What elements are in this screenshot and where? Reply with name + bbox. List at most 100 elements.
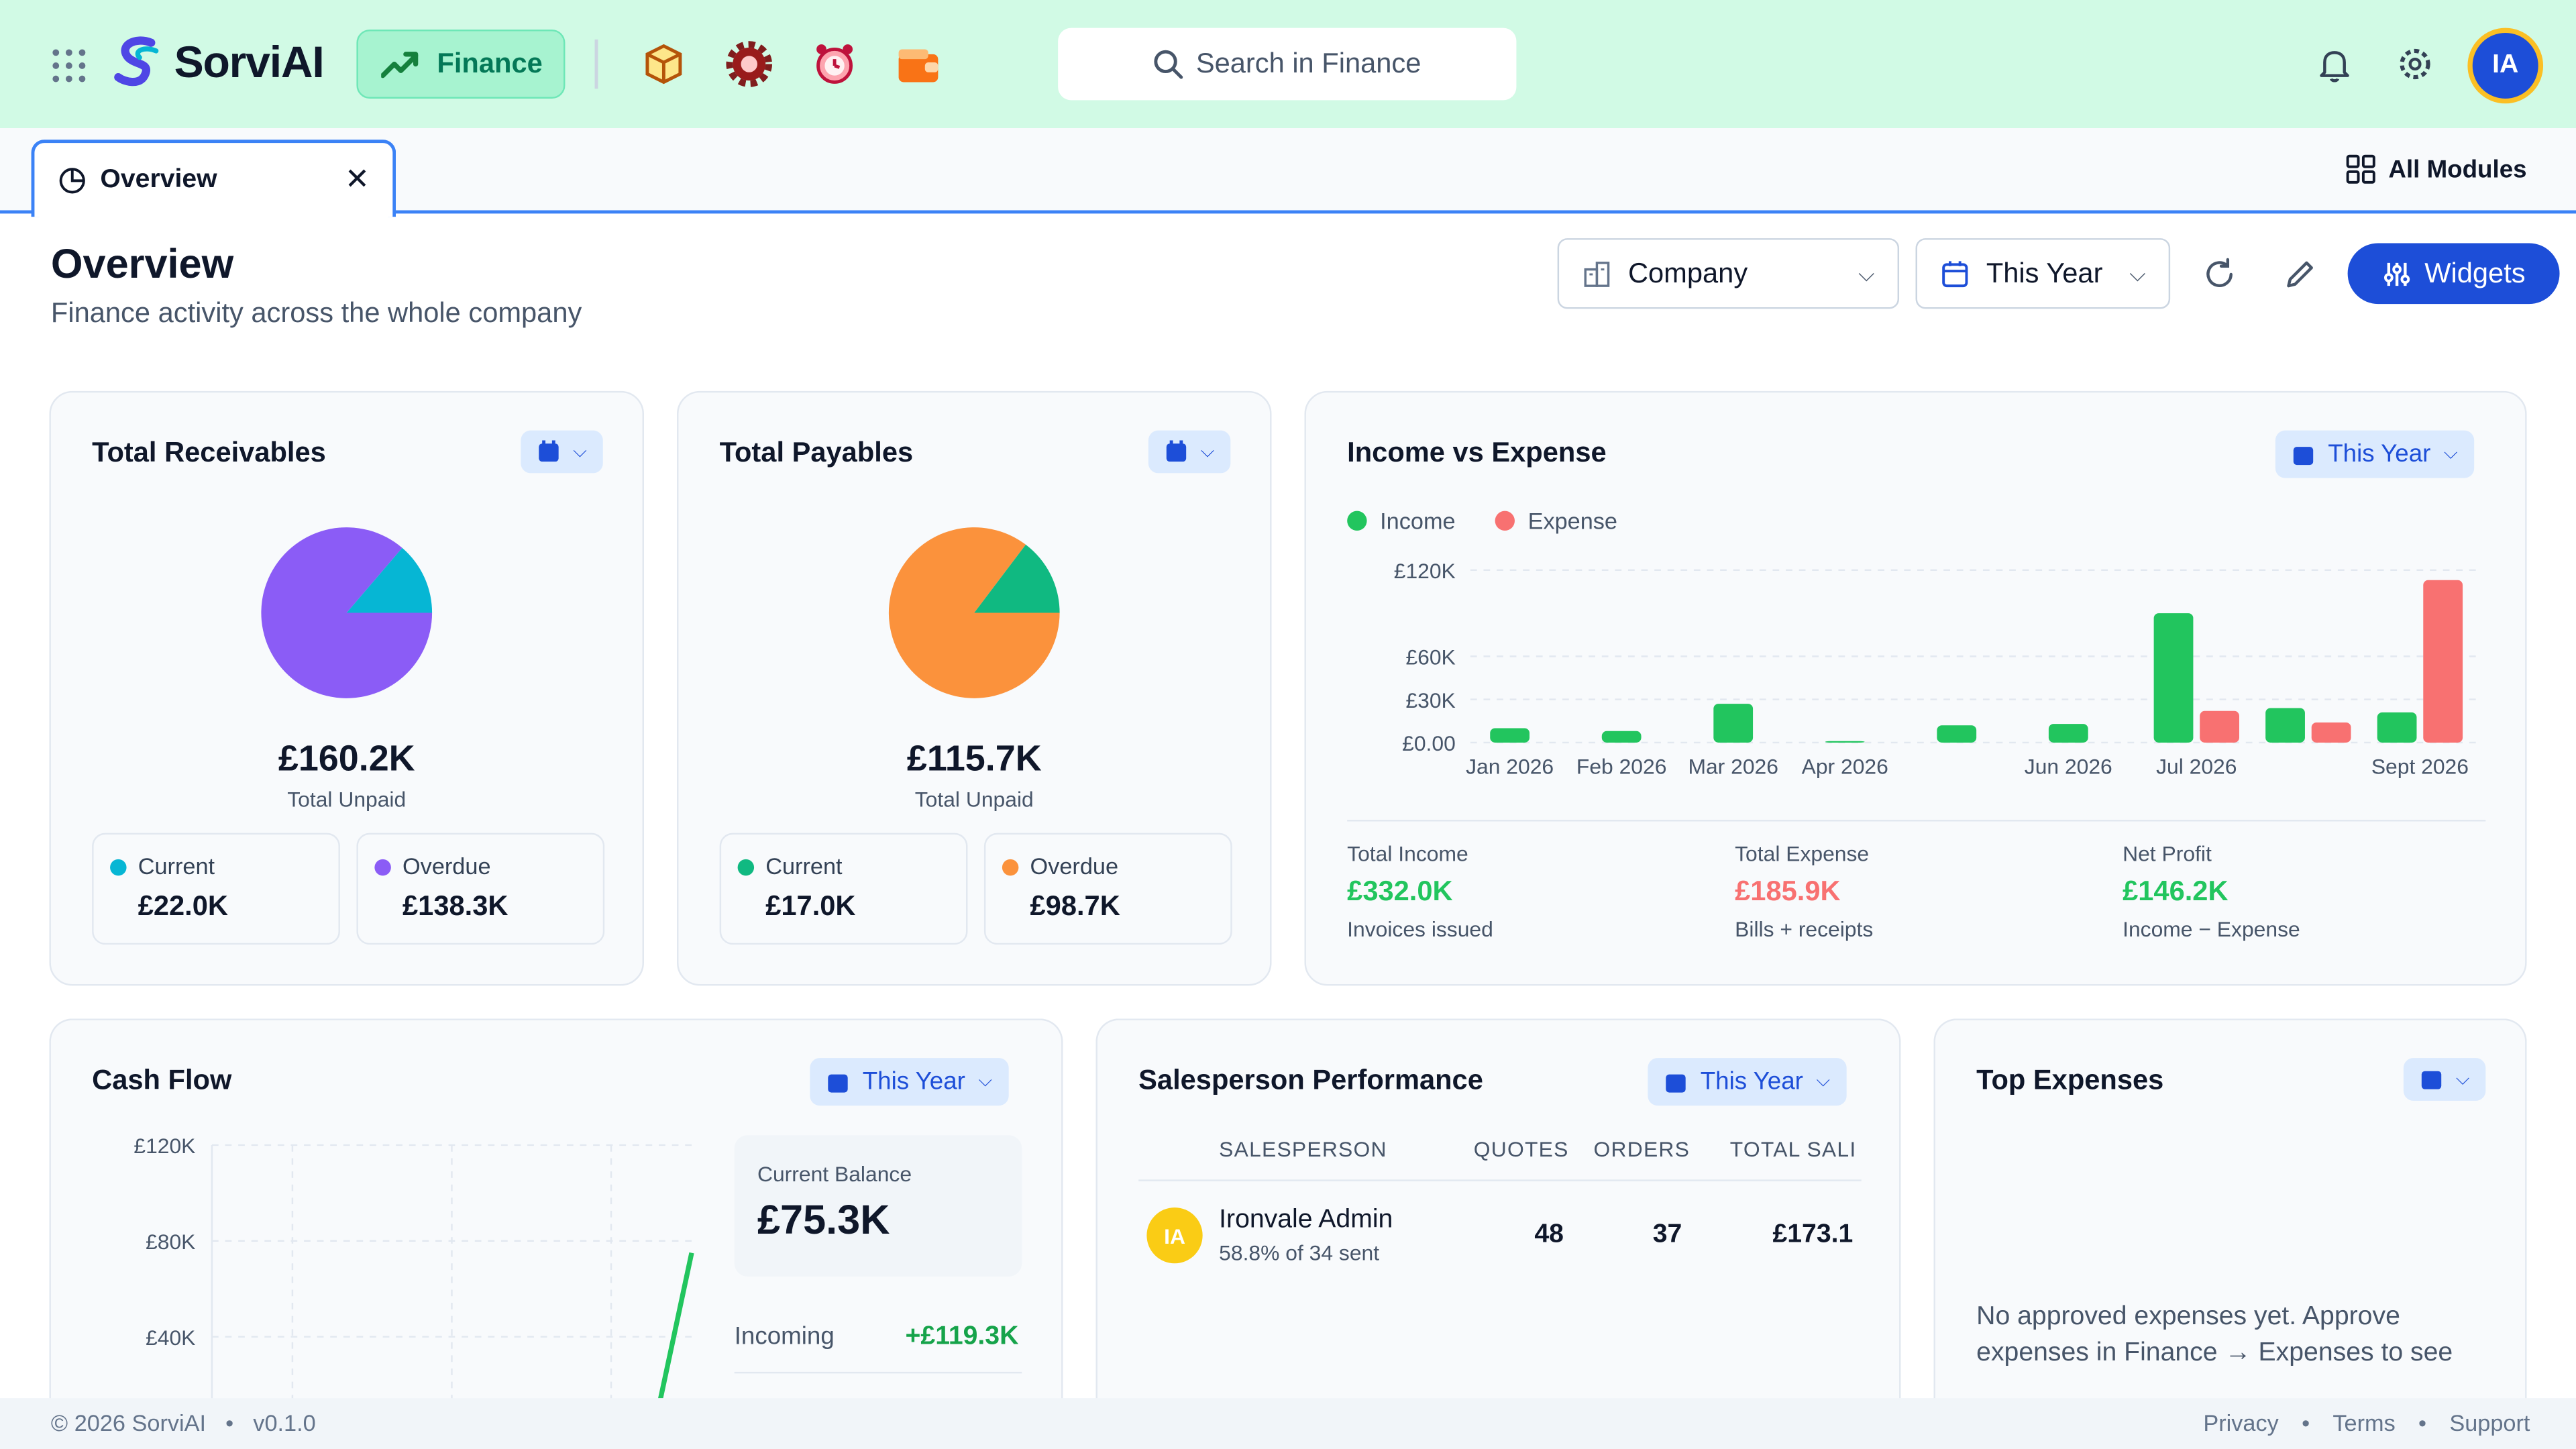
- total-expense-value: £185.9K: [1735, 875, 1841, 907]
- current-balance-box: Current Balance £75.3K: [734, 1135, 1022, 1277]
- card-title: Top Expenses: [1976, 1064, 2164, 1096]
- widgets-label: Widgets: [2424, 257, 2526, 288]
- page-subtitle: Finance activity across the whole compan…: [50, 297, 582, 329]
- chevron-down-icon: ⌵: [1816, 1071, 1830, 1091]
- bell-icon[interactable]: [2315, 44, 2355, 84]
- divider: [1138, 1179, 1862, 1181]
- current-dot: [110, 859, 127, 876]
- payables-period-dropdown[interactable]: ⌵: [1148, 430, 1231, 474]
- column-header-salesperson: SALESPERSON: [1219, 1136, 1387, 1162]
- card-title: Total Payables: [719, 437, 914, 468]
- current-balance-value: £75.3K: [757, 1197, 890, 1244]
- x-tick-label: Feb 2026: [1576, 754, 1667, 778]
- current-value: £17.0K: [765, 890, 856, 922]
- top-expenses-period-dropdown[interactable]: ⌵: [2403, 1058, 2486, 1101]
- period-label: This Year: [2328, 440, 2431, 468]
- calendar-icon: [1942, 260, 1968, 286]
- payables-card: Total Payables ⌵ £115.7K Total Unpaid Cu…: [676, 390, 1272, 986]
- pencil-icon[interactable]: [2282, 256, 2318, 292]
- overdue-dot: [1002, 859, 1019, 876]
- chevron-down-icon: ⌵: [1200, 441, 1215, 461]
- avatar: IA: [1146, 1208, 1203, 1264]
- card-title: Income vs Expense: [1347, 437, 1607, 468]
- logo-mark-icon: [114, 36, 159, 87]
- total-expense-label: Total Expense: [1735, 841, 1870, 866]
- overdue-value: £98.7K: [1030, 890, 1120, 922]
- pie-slice-overdue: [888, 527, 1060, 698]
- close-tab-icon[interactable]: ✕: [345, 162, 370, 196]
- bar-income: [1825, 741, 1865, 743]
- chevron-down-icon: ⌵: [2444, 443, 2458, 464]
- search-input[interactable]: Search in Finance: [1058, 28, 1517, 101]
- module-finance-button[interactable]: Finance: [356, 30, 566, 99]
- current-label: Current: [765, 853, 843, 879]
- divider: [594, 39, 598, 89]
- tab-label: Overview: [100, 165, 217, 193]
- app-name: SorviAI: [174, 37, 325, 87]
- cash-flow-line-chart: £40K £80K £120K: [133, 1134, 694, 1400]
- bar-income: [2265, 708, 2305, 743]
- empty-state-message: No approved expenses yet. Approve expens…: [1976, 1303, 2453, 1367]
- footer: © 2026 SorviAI • v0.1.0 Privacy • Terms …: [0, 1398, 2576, 1449]
- y-tick-label: £0.00: [1402, 731, 1456, 755]
- salesperson-name: Ironvale Admin: [1219, 1205, 1393, 1234]
- x-tick-label: Sept 2026: [2371, 754, 2469, 778]
- settings-gear-module-icon[interactable]: [724, 40, 773, 89]
- separator: •: [2418, 1409, 2427, 1436]
- card-title: Total Receivables: [92, 437, 326, 468]
- salesperson-sub: 58.8% of 34 sent: [1219, 1240, 1380, 1265]
- privacy-link[interactable]: Privacy: [2203, 1409, 2279, 1436]
- current-dot: [737, 859, 755, 876]
- bar-expense: [2423, 580, 2463, 743]
- net-profit-label: Net Profit: [2123, 841, 2212, 866]
- overdue-dot: [374, 859, 391, 876]
- gear-icon[interactable]: [2396, 44, 2435, 84]
- bar-income: [2377, 712, 2417, 743]
- logo[interactable]: SorviAI: [109, 33, 325, 92]
- chevron-down-icon: ⌵: [573, 441, 587, 461]
- receivables-period-dropdown[interactable]: ⌵: [521, 430, 603, 474]
- version: v0.1.0: [253, 1409, 316, 1436]
- total-sales-value: £173.1: [1772, 1220, 1854, 1249]
- cash-flow-period-dropdown[interactable]: This Year ⌵: [810, 1058, 1009, 1106]
- y-tick-label: £40K: [146, 1326, 195, 1350]
- period-select[interactable]: This Year ⌵: [1915, 238, 2171, 309]
- widgets-button[interactable]: Widgets: [2347, 243, 2560, 305]
- pie-slice-current: [346, 547, 433, 613]
- income-expense-period-dropdown[interactable]: This Year ⌵: [2275, 430, 2474, 478]
- y-tick-label: £80K: [146, 1230, 195, 1254]
- total-expense-sub: Bills + receipts: [1735, 916, 1874, 942]
- y-tick-label: £120K: [133, 1134, 195, 1158]
- x-tick-label: Jan 2026: [1466, 754, 1554, 778]
- overdue-value: £138.3K: [402, 890, 508, 922]
- app-launcher-icon[interactable]: [52, 49, 86, 83]
- salesperson-period-dropdown[interactable]: This Year ⌵: [1648, 1058, 1847, 1106]
- receivables-overdue-box: Overdue £138.3K: [356, 833, 605, 945]
- user-avatar[interactable]: IA: [2467, 28, 2544, 104]
- support-link[interactable]: Support: [2449, 1409, 2530, 1436]
- receivables-card: Total Receivables ⌵ £160.2K Total Unpaid…: [49, 390, 645, 986]
- salesperson-card: Salesperson Performance This Year ⌵ SALE…: [1095, 1018, 1901, 1413]
- tab-overview[interactable]: Overview ✕: [31, 140, 396, 217]
- cube-module-icon[interactable]: [639, 40, 688, 89]
- card-title: Cash Flow: [92, 1064, 232, 1096]
- sliders-icon: [2383, 262, 2410, 285]
- current-value: £22.0K: [138, 890, 228, 922]
- search-icon: [1154, 50, 1183, 79]
- legend-income: Income: [1347, 508, 1456, 534]
- x-tick-label: Mar 2026: [1688, 754, 1778, 778]
- refresh-icon[interactable]: [2202, 256, 2238, 292]
- wallet-module-icon[interactable]: [894, 40, 943, 89]
- all-modules-label: All Modules: [2388, 155, 2527, 184]
- all-modules-button[interactable]: All Modules: [2346, 154, 2527, 184]
- bar-income: [2048, 724, 2088, 743]
- company-select[interactable]: Company ⌵: [1557, 238, 1900, 309]
- payables-total: £115.7K: [906, 737, 1042, 779]
- separator: •: [225, 1409, 234, 1436]
- terms-link[interactable]: Terms: [2332, 1409, 2396, 1436]
- tab-bar: Overview ✕ All Modules: [0, 128, 2576, 217]
- net-profit-value: £146.2K: [2123, 875, 2229, 907]
- alarm-clock-module-icon[interactable]: [810, 40, 859, 89]
- y-tick-label: £120K: [1394, 559, 1456, 583]
